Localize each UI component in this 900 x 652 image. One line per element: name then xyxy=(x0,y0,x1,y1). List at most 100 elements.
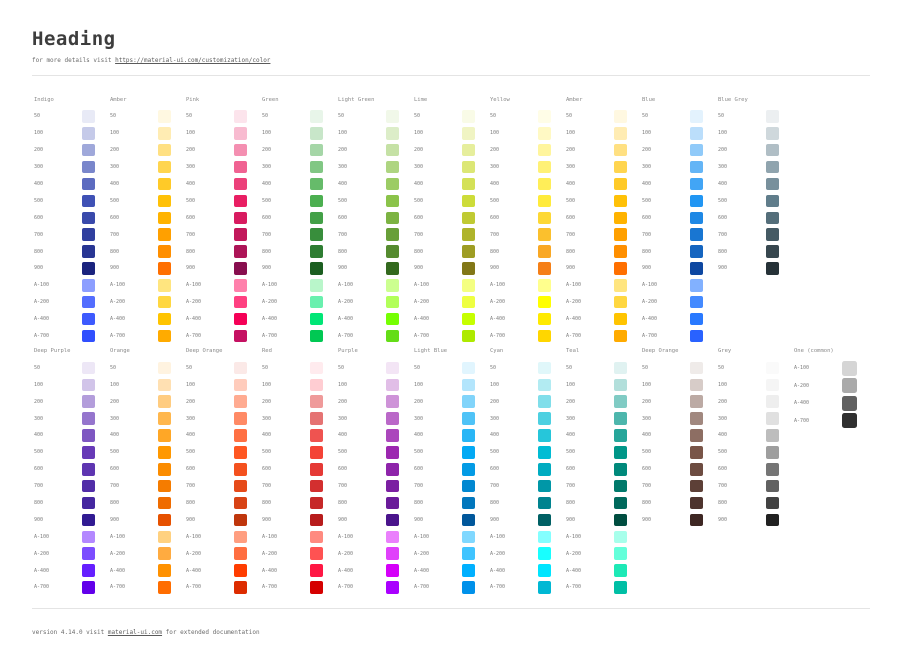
color-swatch xyxy=(614,110,627,123)
shade-row: A-700 xyxy=(184,579,260,596)
shade-label: 200 xyxy=(262,147,272,154)
shade-label: 400 xyxy=(186,432,196,439)
color-swatch xyxy=(614,211,627,225)
shade-label: 800 xyxy=(186,500,196,507)
shade-row: 200 xyxy=(260,393,336,410)
shade-label: 100 xyxy=(110,381,120,388)
shade-row: 700 xyxy=(260,226,336,243)
shade-row: A-400 xyxy=(488,562,564,579)
color-swatch xyxy=(462,279,475,292)
color-swatch xyxy=(614,513,627,527)
shade-row: 800 xyxy=(32,495,108,512)
color-swatch xyxy=(766,110,779,123)
color-swatch xyxy=(158,160,171,174)
color-group: Purple 50 100 200 300 400 500 600 700 800 900 A-100… xyxy=(336,348,412,595)
color-group-header: Blue Grey xyxy=(718,97,748,103)
color-swatch xyxy=(234,228,247,241)
color-swatch xyxy=(538,496,551,510)
shade-row: A-100 xyxy=(564,277,640,294)
shade-row: 100 xyxy=(716,376,792,393)
shade-label: 300 xyxy=(34,164,44,171)
shade-row: 300 xyxy=(564,159,640,176)
color-swatch xyxy=(614,262,627,275)
shade-row: 800 xyxy=(640,243,716,260)
color-swatch xyxy=(614,378,627,392)
shade-label: 200 xyxy=(186,147,196,154)
shade-row: 600 xyxy=(640,461,716,478)
shade-row: 800 xyxy=(32,243,108,260)
shade-label: 600 xyxy=(718,214,728,221)
shade-label: 800 xyxy=(414,248,424,255)
color-swatch xyxy=(158,110,171,123)
color-group-header: Teal xyxy=(566,348,580,355)
shade-row: 100 xyxy=(412,125,488,142)
color-swatch xyxy=(310,479,323,493)
shade-row: 900 xyxy=(640,511,716,528)
shade-row: 300 xyxy=(184,159,260,176)
shade-row: 500 xyxy=(564,192,640,209)
shade-label: 400 xyxy=(186,181,196,187)
color-swatch xyxy=(690,361,703,375)
shade-row: 200 xyxy=(260,142,336,159)
color-swatch xyxy=(538,262,551,275)
shade-row: 900 xyxy=(488,260,564,277)
color-swatch xyxy=(234,177,247,191)
shade-label: A-100 xyxy=(794,365,810,372)
shade-label: A-400 xyxy=(414,316,430,323)
shade-label: 700 xyxy=(34,231,44,238)
color-swatch xyxy=(158,177,171,191)
shade-row: A-100 xyxy=(336,528,412,545)
shade-row: 400 xyxy=(716,427,792,444)
color-swatch xyxy=(310,279,323,292)
color-swatch xyxy=(690,262,703,275)
color-swatch xyxy=(386,496,399,510)
shade-row: 600 xyxy=(412,461,488,478)
shade-row: 800 xyxy=(488,243,564,260)
color-swatch xyxy=(234,547,247,560)
color-swatch xyxy=(82,496,95,510)
palette-section: Deep Purple 50 100 200 300 400 500 600 700 800 900… xyxy=(32,348,870,595)
shade-label: 900 xyxy=(566,265,576,272)
color-group: Amber 50 100 200 300 400 500 600 700 800 900 A-100 A… xyxy=(108,97,184,344)
shade-row: A-200 xyxy=(260,294,336,311)
shade-row: A-200 xyxy=(488,545,564,562)
color-swatch xyxy=(690,295,703,309)
shade-row: 700 xyxy=(564,478,640,495)
shade-label: 100 xyxy=(34,381,44,388)
shade-row: 200 xyxy=(32,142,108,159)
color-swatch xyxy=(310,547,323,560)
shade-row: 700 xyxy=(488,478,564,495)
shade-label: 800 xyxy=(262,248,272,255)
shade-label: 50 xyxy=(186,113,193,120)
color-swatch xyxy=(462,581,475,594)
shade-row: 500 xyxy=(108,444,184,461)
footer-version-text: version 4.14.0 visit xyxy=(32,628,108,636)
shade-row: A-700 xyxy=(32,328,108,345)
shade-label: 100 xyxy=(718,130,728,137)
color-swatch xyxy=(538,295,551,309)
shade-row: A-400 xyxy=(412,562,488,579)
color-swatch xyxy=(386,581,399,594)
shade-row: 500 xyxy=(260,444,336,461)
shade-row: 200 xyxy=(564,393,640,410)
shade-row: 600 xyxy=(32,461,108,478)
shade-label: 100 xyxy=(338,130,348,137)
shade-label: 800 xyxy=(110,248,120,255)
customization-color-link[interactable]: https://material-ui.com/customization/co… xyxy=(115,57,271,64)
shade-row: 400 xyxy=(32,427,108,444)
color-swatch xyxy=(842,395,857,411)
color-swatch xyxy=(538,245,551,258)
shade-label: 900 xyxy=(186,265,196,272)
shade-label: 900 xyxy=(110,265,120,272)
shade-row: 50 xyxy=(336,359,412,376)
shade-label: 50 xyxy=(110,364,117,371)
shade-row: 800 xyxy=(184,495,260,512)
color-swatch xyxy=(82,378,95,392)
color-swatch xyxy=(462,177,475,191)
shade-row: 900 xyxy=(108,260,184,277)
color-swatch xyxy=(462,361,475,375)
color-group-header: One (common) xyxy=(794,348,834,355)
material-ui-link[interactable]: material-ui.com xyxy=(107,628,163,636)
color-swatch xyxy=(538,329,551,343)
shade-label: 100 xyxy=(34,130,44,137)
